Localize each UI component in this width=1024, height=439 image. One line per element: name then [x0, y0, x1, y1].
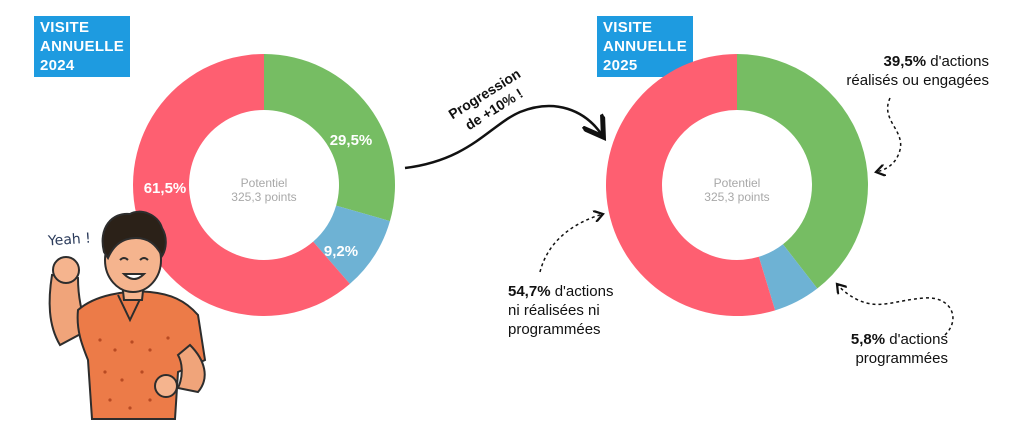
slice-none-2025	[606, 54, 776, 316]
annotation-arrow-programmed	[837, 284, 954, 336]
annotation-none: 54,7% d'actions ni réalisées ni programm…	[508, 282, 648, 339]
annotation-programmed-value: 5,8%	[850, 331, 886, 348]
annotation-arrow-none	[539, 214, 603, 273]
slice-label-programmed-2024: 9,2%	[324, 243, 358, 260]
annotation-none-value: 54,7%	[508, 283, 551, 300]
center-label-2025-line1: Potentiel	[714, 176, 761, 190]
donut-chart-2024	[132, 54, 395, 316]
slice-done-2024	[264, 54, 395, 222]
center-label-2025-line2: 325,3 points	[704, 190, 769, 204]
badge-line: ANNUELLE	[603, 38, 688, 55]
exclamation-text: Yeah !	[47, 230, 92, 250]
badge-line: VISITE	[40, 19, 90, 36]
progression-arrow	[404, 104, 602, 170]
badge-line: 2025	[603, 57, 638, 74]
annotation-arrow-done	[876, 97, 902, 172]
slice-done-2025	[737, 54, 868, 289]
person-illustration	[48, 210, 207, 420]
annotation-done: 39,5% d'actions réalisés ou engagées	[839, 52, 989, 90]
progression-label: Progression de +10% !	[445, 65, 525, 133]
annotation-programmed: 5,8% d'actions programmées	[818, 330, 948, 368]
badge-line: 2024	[40, 57, 75, 74]
slice-none-2024	[132, 54, 350, 316]
center-label-2024-line1: Potentiel	[241, 176, 288, 190]
annotation-none-text: d'actions	[550, 283, 614, 300]
center-label-2024-line2: 325,3 points	[231, 190, 296, 204]
annotation-done-text: d'actions	[926, 53, 989, 70]
annotation-done-text2: réalisés ou engagées	[846, 72, 989, 89]
year-badge-2025: VISITE ANNUELLE 2025	[597, 16, 694, 77]
slice-programmed-2025	[758, 244, 818, 311]
annotation-done-value: 39,5%	[883, 53, 927, 70]
slice-label-done-2024: 29,5%	[330, 132, 373, 149]
annotation-programmed-text2: programmées	[855, 350, 948, 367]
annotation-none-text2: ni réalisées ni	[508, 302, 600, 319]
year-badge-2024: VISITE ANNUELLE 2024	[34, 16, 131, 77]
donut-chart-2025	[606, 54, 868, 316]
badge-line: VISITE	[603, 19, 653, 36]
slice-programmed-2024	[313, 205, 390, 284]
slice-label-none-2024: 61,5%	[144, 180, 187, 197]
annotation-programmed-text: d'actions	[885, 331, 948, 348]
badge-line: ANNUELLE	[40, 38, 125, 55]
annotation-none-text3: programmées	[508, 321, 601, 338]
